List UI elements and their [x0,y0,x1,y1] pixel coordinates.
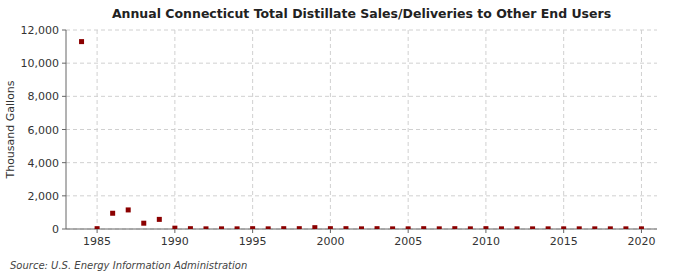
y-axis-line [66,30,67,229]
tick-mark [641,229,642,233]
grid-line [485,30,486,229]
grid-line [66,63,657,64]
point [172,226,177,229]
point [577,226,582,229]
point [390,226,395,229]
point [312,225,317,229]
tick-label: 4,000 [28,157,60,170]
point [95,226,100,229]
y-axis-label: Thousand Gallons [4,80,17,179]
grid-line [97,30,98,229]
tick-mark [97,229,98,233]
tick-label: 2,000 [28,190,60,203]
point [608,226,613,229]
grid-line [66,96,657,97]
tick-mark [408,229,409,233]
point [110,211,115,216]
tick-label: 2010 [472,235,500,248]
point [515,226,520,229]
point [375,226,380,229]
point [359,226,364,229]
tick-mark [330,229,331,233]
tick-label: 1995 [239,235,267,248]
point [406,226,411,229]
title: Annual Connecticut Total Distillate Sale… [112,6,611,21]
point [219,226,224,229]
tick-mark [62,30,66,31]
point [281,226,286,229]
tick-label: 8,000 [28,90,60,103]
point [499,226,504,229]
point [126,207,131,212]
point [437,226,442,229]
point [188,226,193,229]
point [157,217,162,222]
grid-line [563,30,564,229]
point [546,226,551,229]
grid-line [66,162,657,163]
grid [66,30,657,229]
grid-line [66,30,657,31]
tick-label: 6,000 [28,124,60,137]
tick-label: 2015 [550,235,578,248]
tick-label: 2020 [627,235,655,248]
grid-line [408,30,409,229]
points [79,39,644,229]
axes: 0 2,000 4,000 6,000 8,000 10,000 12,000 1985 199… [21,24,658,248]
grid-line [66,195,657,196]
point [250,226,255,229]
point [468,226,473,229]
point [421,226,426,229]
tick-mark [485,229,486,233]
tick-label: 1985 [83,235,111,248]
chart: 0 2,000 4,000 6,000 8,000 10,000 12,000 1985 199… [0,0,675,275]
point [530,226,535,229]
tick-mark [62,162,66,163]
source-note: Source: U.S. Energy Information Administ… [10,260,247,271]
tick-mark [62,195,66,196]
point [235,226,240,229]
grid-line [330,30,331,229]
point [203,226,208,229]
point [343,226,348,229]
grid-line [66,129,657,130]
point [623,226,628,229]
point [79,39,84,44]
tick-mark [62,96,66,97]
grid-line [641,30,642,229]
point [452,226,457,229]
point [297,226,302,229]
tick-mark [174,229,175,233]
grid-line [174,30,175,229]
tick-mark [62,129,66,130]
tick-label: 2005 [394,235,422,248]
tick-label: 1990 [161,235,189,248]
tick-mark [62,63,66,64]
point [561,226,566,229]
point [639,226,644,229]
tick-label: 0 [52,223,59,236]
point [483,226,488,229]
tick-mark [563,229,564,233]
tick-label: 10,000 [21,57,60,70]
tick-label: 2000 [316,235,344,248]
point [592,226,597,229]
point [141,221,146,226]
grid-line [252,30,253,229]
point [266,226,271,229]
tick-mark [62,229,66,230]
tick-mark [252,229,253,233]
point [328,226,333,229]
tick-label: 12,000 [21,24,60,37]
